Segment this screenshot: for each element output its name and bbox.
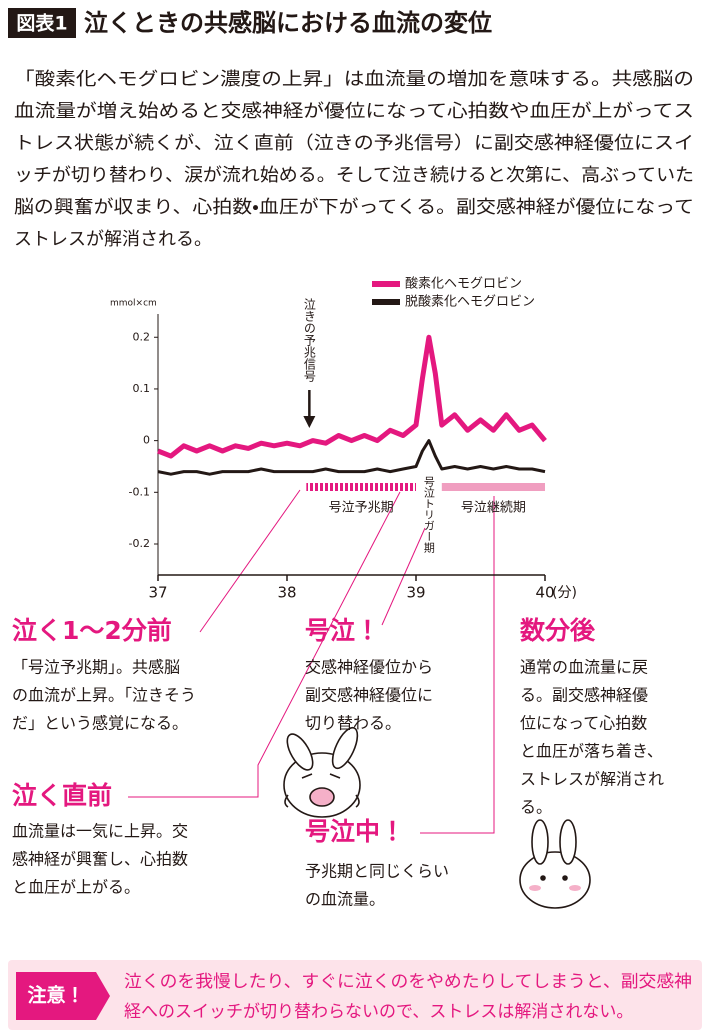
section-line: る。副交感神経優: [520, 686, 648, 705]
section-heading: 泣く1〜2分前: [12, 616, 172, 645]
intro-line: 血流量が増え始めると交感神経が優位になって心拍数や血圧が上がってス: [14, 101, 694, 122]
intro-line: ストレスが解消される。: [14, 229, 212, 250]
x-tick-label: 37: [148, 584, 167, 602]
intro-line: ッチが切り替わり、涙が流れ始める。そして泣き続けると次第に、高ぶっていた: [14, 165, 694, 186]
bunny-calm: [519, 819, 591, 909]
intro-line: 脳の興奮が収まり、心拍数・血圧が下がってくる。副交感神経が優位になって: [14, 197, 694, 218]
section-line: 通常の血流量に戻: [520, 658, 648, 677]
section-line: 予兆期と同じくらい: [305, 862, 449, 881]
section-line: だ」という感覚になる。: [12, 714, 188, 733]
section-line: 切り替わる。: [305, 714, 401, 733]
period-bar: [441, 483, 545, 491]
section-line: と血圧が落ち着き、: [520, 742, 663, 761]
section-heading: 号泣中！: [305, 817, 405, 846]
section-line: の血流が上昇。「泣きそう: [12, 686, 196, 705]
section-line: 血流量は一気に上昇。交: [12, 822, 188, 841]
section-heading: 号泣！: [305, 616, 380, 645]
section-line: る。: [520, 798, 552, 817]
x-tick-label: 38: [277, 584, 296, 602]
section-heading: 数分後: [520, 616, 596, 645]
section-line: の血流量。: [305, 890, 385, 909]
note-line: 泣くのを我慢したり、すぐに泣くのをやめたりしてしまうと、副交感神: [124, 971, 692, 992]
x-tick-label: 39: [406, 584, 425, 602]
section-line: と血圧が上がる。: [12, 878, 140, 897]
section-line: ストレスが解消され: [520, 770, 664, 789]
connectors: [128, 489, 495, 834]
period-label: 号泣予兆期: [329, 501, 394, 516]
note-box: [8, 960, 702, 1030]
y-tick-label: 0.2: [133, 330, 151, 343]
y-tick-label: 0.1: [133, 382, 151, 395]
annotation-text: 号泣トリガー期: [422, 476, 435, 554]
intro-line: トレス状態が続くが、泣く直前（泣きの予兆信号）に副交感神経優位にスイ: [14, 133, 694, 154]
section-line: 位になって心拍数: [520, 714, 647, 733]
y-tick-label: -0.2: [129, 537, 150, 550]
annotation-text: 泣きの予兆信号: [302, 298, 316, 383]
note-label: 注意！: [27, 984, 84, 1007]
badge: 図表1: [16, 12, 67, 35]
note-line: 経へのスイッチが切り替わらないので、ストレスは解消されない。: [124, 1002, 633, 1022]
series-line: [157, 334, 547, 459]
section-line: 副交感神経優位に: [305, 686, 433, 705]
note-label-box: [16, 972, 110, 1020]
y-tick-label: 0: [143, 434, 150, 447]
bunny-crying: [283, 726, 361, 818]
period-label: 号泣継続期: [461, 501, 526, 516]
section-heading: 泣く直前: [12, 781, 112, 810]
section-line: 交感神経優位から: [305, 658, 433, 677]
badge-box: [8, 8, 76, 38]
period-bar: [306, 483, 416, 491]
series-line: [157, 439, 546, 476]
annotation-arrowhead: [303, 416, 316, 428]
legend-label: 脱酸素化ヘモグロビン: [405, 294, 535, 310]
x-tick-label: 40: [535, 584, 554, 602]
x-axis-label: (分): [552, 585, 577, 601]
legend-label: 酸素化ヘモグロビン: [405, 276, 522, 292]
y-axis-label: mmol×cm: [110, 299, 157, 309]
title: 泣くときの共感脳における血流の変位: [84, 9, 492, 37]
section-line: 感神経が興奮し、心拍数: [12, 850, 188, 869]
y-tick-label: -0.1: [129, 485, 150, 498]
section-line: 「号泣予兆期」。共感脳: [12, 658, 180, 677]
intro-line: 「酸素化ヘモグロビン濃度の上昇」は血流量の増加を意味する。共感脳の: [14, 69, 694, 90]
